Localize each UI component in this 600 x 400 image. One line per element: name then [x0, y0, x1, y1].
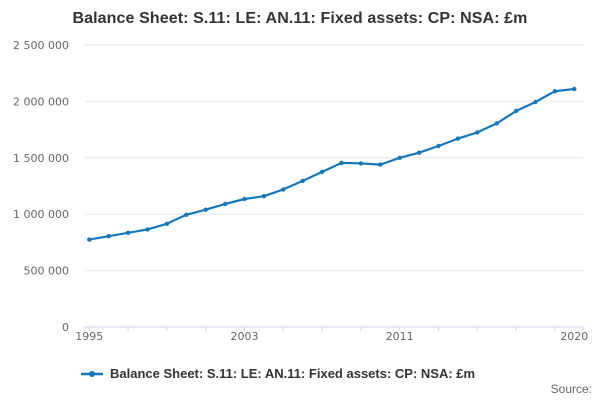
data-point-2018	[533, 99, 538, 105]
data-point-1995	[87, 237, 92, 242]
svg-text:1 500 000: 1 500 000	[13, 152, 69, 165]
x-axis	[84, 326, 584, 331]
svg-text:2003: 2003	[231, 330, 259, 343]
svg-text:1995: 1995	[75, 330, 103, 343]
data-point-2009	[358, 161, 364, 166]
data-point-2020	[572, 86, 577, 92]
data-point-2004	[261, 194, 267, 199]
legend-marker-icon	[81, 370, 103, 377]
data-point-2013	[436, 143, 441, 149]
svg-text:0: 0	[62, 321, 69, 334]
data-point-1999	[164, 221, 170, 226]
data-point-2008	[339, 160, 344, 166]
data-point-2016	[494, 121, 499, 126]
data-point-2002	[222, 201, 228, 207]
data-point-2003	[242, 196, 247, 202]
data-point-2012	[416, 150, 422, 155]
chart-title: Balance Sheet: S.11: LE: AN.11: Fixed as…	[72, 10, 528, 27]
source-label: Source:	[550, 382, 592, 396]
data-point-1997	[125, 230, 131, 235]
legend-item[interactable]: Balance Sheet: S.11: LE: AN.11: Fixed as…	[81, 366, 475, 381]
data-point-2017	[513, 108, 519, 114]
data-point-2007	[319, 169, 325, 175]
gridlines	[85, 44, 583, 272]
data-point-1996	[106, 234, 111, 239]
data-point-2011	[397, 155, 402, 160]
svg-text:2011: 2011	[386, 330, 414, 343]
x-axis-labels: 1995 2003 2011 2020	[75, 330, 588, 343]
svg-text:2020: 2020	[560, 330, 588, 343]
data-point-2005	[281, 187, 286, 192]
data-point-2010	[378, 162, 383, 167]
data-point-2000	[184, 212, 189, 217]
data-point-2019	[552, 89, 558, 94]
svg-text:2 500 000: 2 500 000	[13, 39, 69, 52]
svg-text:1 000 000: 1 000 000	[13, 208, 69, 221]
svg-text:2 000 000: 2 000 000	[13, 95, 69, 108]
data-point-2015	[475, 130, 480, 135]
svg-text:500 000: 500 000	[24, 265, 70, 278]
series-markers	[87, 86, 577, 242]
series-line	[88, 87, 576, 241]
y-axis-labels: 0 500 000 1 000 000 1 500 000 2 000 000 2 500…	[13, 39, 69, 334]
data-point-2001	[203, 207, 208, 212]
data-point-1998	[145, 227, 150, 232]
data-point-2006	[300, 178, 305, 184]
data-point-2014	[455, 136, 461, 141]
legend-label: Balance Sheet: S.11: LE: AN.11: Fixed as…	[110, 366, 476, 381]
